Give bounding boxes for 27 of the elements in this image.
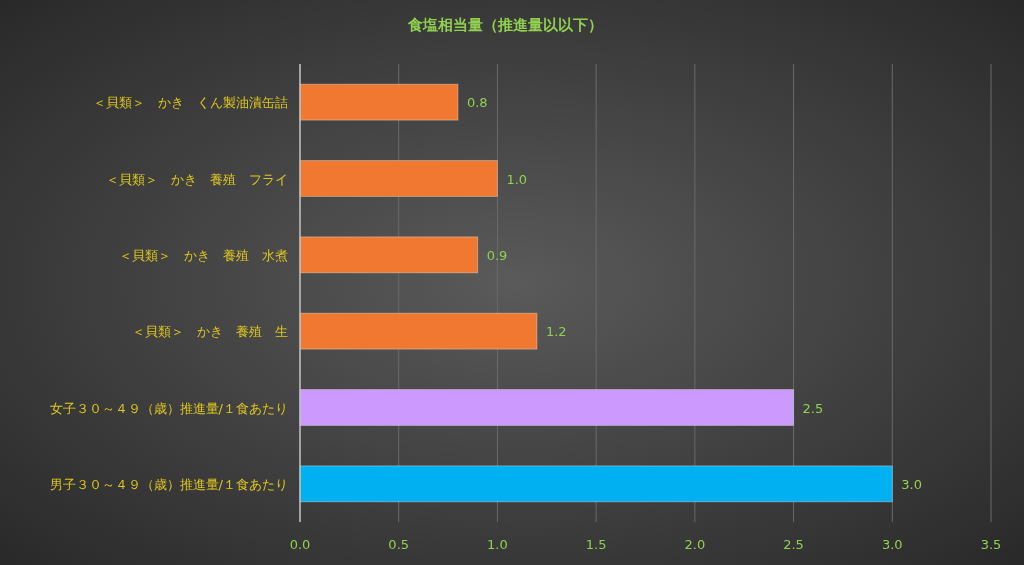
x-tick-label: 2.0 <box>684 537 706 552</box>
y-tick-label: 男子３０～４９（歳）推進量/１食あたり <box>49 476 288 492</box>
bar <box>299 465 893 503</box>
x-tick-label: 0.0 <box>289 537 311 552</box>
bar <box>299 160 498 197</box>
y-tick-label: ＜貝類＞ かき くん製油漬缶詰 <box>93 95 288 111</box>
x-tick-label: 0.5 <box>388 537 410 552</box>
bar <box>299 236 479 274</box>
bar <box>299 312 538 350</box>
bar <box>299 83 459 121</box>
data-label: 3.0 <box>901 476 922 492</box>
y-tick-label: 女子３０～４９（歳）推進量/１食あたり <box>49 400 288 416</box>
x-tick-label: 2.5 <box>783 537 804 552</box>
data-label: 0.8 <box>466 95 488 111</box>
x-tick-label: 1.0 <box>487 537 508 552</box>
x-tick-label: 3.0 <box>881 537 903 552</box>
chart-title: 食塩相当量（推進量以以下） <box>407 16 603 34</box>
x-tick-label: 3.5 <box>980 537 1002 552</box>
y-tick-label: ＜貝類＞ かき 養殖 水煮 <box>119 247 288 263</box>
data-label: 1.0 <box>506 171 528 187</box>
y-tick-label: ＜貝類＞ かき 養殖 フライ <box>106 171 288 187</box>
y-tick-label: ＜貝類＞ かき 養殖 生 <box>132 324 288 340</box>
bar <box>299 389 795 426</box>
x-tick-label: 1.5 <box>585 537 607 552</box>
data-label: 1.2 <box>545 324 567 340</box>
data-label: 2.5 <box>802 400 824 416</box>
data-label: 0.9 <box>486 247 508 263</box>
